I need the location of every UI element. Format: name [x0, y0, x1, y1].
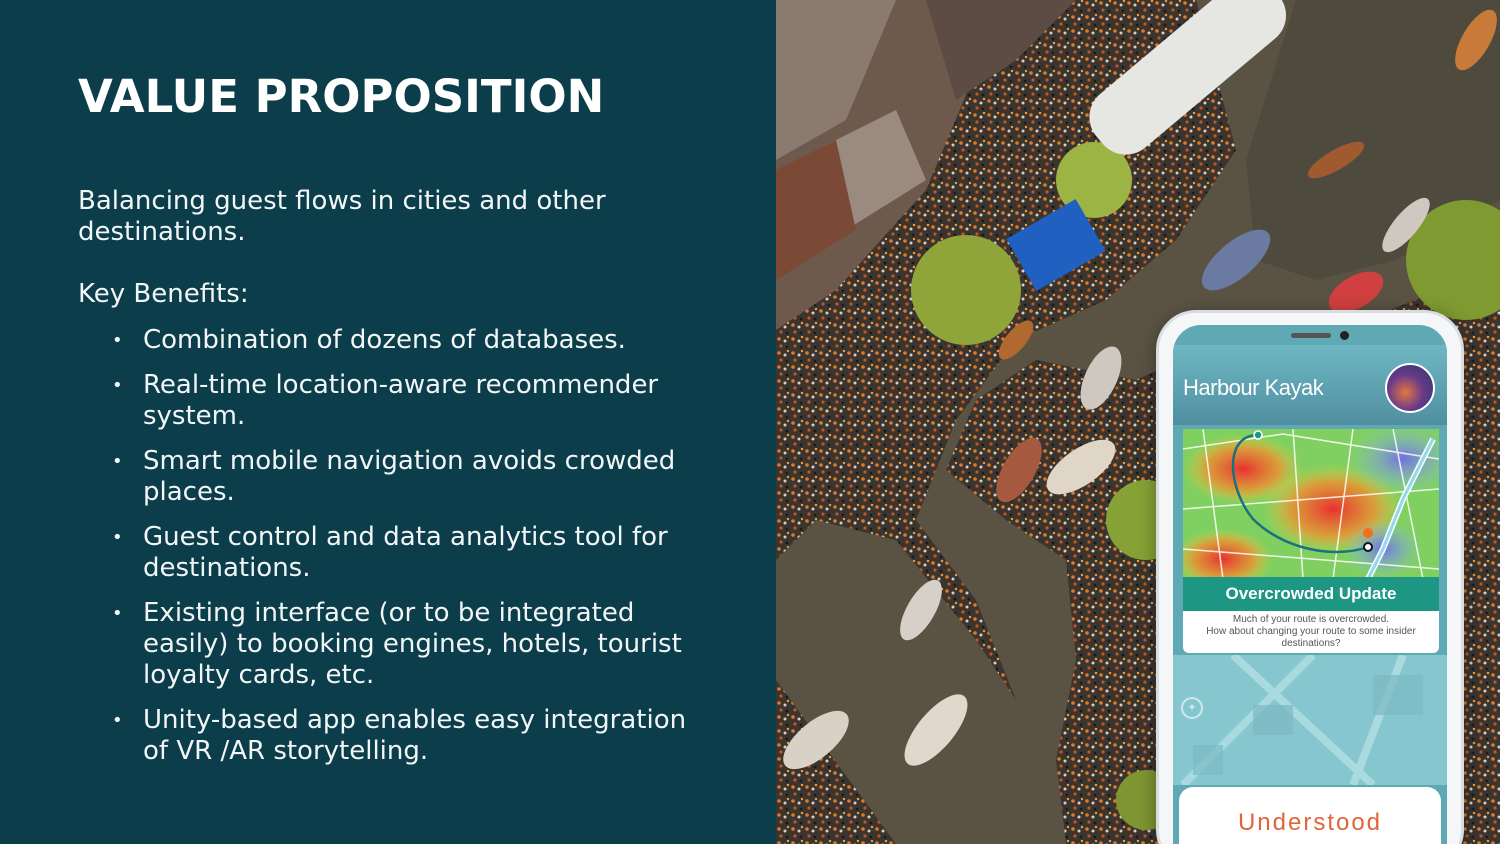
- overcrowded-banner: Overcrowded Update: [1183, 577, 1439, 611]
- map-pin-icon[interactable]: [1253, 430, 1263, 440]
- benefit-text: Unity-based app enables easy integration…: [143, 705, 687, 766]
- understood-button[interactable]: Understood: [1179, 787, 1441, 844]
- bullet-icon: •: [112, 375, 123, 396]
- background-map: [1173, 655, 1447, 785]
- benefits-list: • Combination of dozens of databases. • Re…: [112, 325, 712, 781]
- benefit-text: Guest control and data analytics tool fo…: [143, 522, 668, 583]
- bullet-icon: •: [112, 527, 123, 548]
- crowd-heatmap[interactable]: [1183, 429, 1439, 579]
- list-item: • Existing interface (or to be integrated…: [112, 598, 712, 691]
- bullet-icon: •: [112, 710, 123, 731]
- bullet-icon: •: [112, 451, 123, 472]
- list-item: • Real-time location-aware recommender sy…: [112, 370, 712, 432]
- benefit-text: Smart mobile navigation avoids crowded p…: [143, 446, 676, 507]
- overcrowded-message: Much of your route is overcrowded. How a…: [1183, 611, 1439, 653]
- benefit-text: Combination of dozens of databases.: [143, 325, 626, 355]
- list-item: • Combination of dozens of databases.: [112, 325, 712, 356]
- app-title: Harbour Kayak: [1183, 375, 1324, 400]
- slide-title: VALUE PROPOSITION: [78, 70, 605, 123]
- bullet-icon: •: [112, 330, 123, 351]
- compass-icon[interactable]: ✦: [1181, 697, 1203, 719]
- aerial-photo: Harbour Kayak: [776, 0, 1500, 844]
- message-line-1: Much of your route is overcrowded.: [1232, 614, 1390, 625]
- list-item: • Guest control and data analytics tool f…: [112, 522, 712, 584]
- text-panel: VALUE PROPOSITION Balancing guest flows …: [78, 70, 712, 781]
- benefit-text: Existing interface (or to be integrated …: [143, 598, 682, 690]
- location-marker-icon[interactable]: [1363, 528, 1373, 538]
- bullet-icon: •: [112, 603, 123, 624]
- intro-text: Balancing guest flows in cities and othe…: [78, 186, 606, 247]
- list-item: • Smart mobile navigation avoids crowded …: [112, 446, 712, 508]
- current-position-icon: [1363, 542, 1373, 552]
- benefits-heading: Key Benefits:: [78, 279, 249, 309]
- speaker-icon: [1291, 333, 1331, 338]
- benefit-text: Real-time location-aware recommender sys…: [143, 370, 659, 431]
- list-item: • Unity-based app enables easy integratio…: [112, 705, 712, 767]
- destination-thumbnail[interactable]: [1385, 363, 1435, 413]
- phone-mockup: Harbour Kayak: [1156, 310, 1464, 844]
- message-line-2: How about changing your route to some in…: [1206, 626, 1416, 649]
- app-screen: Harbour Kayak: [1173, 325, 1447, 844]
- camera-icon: [1340, 331, 1349, 340]
